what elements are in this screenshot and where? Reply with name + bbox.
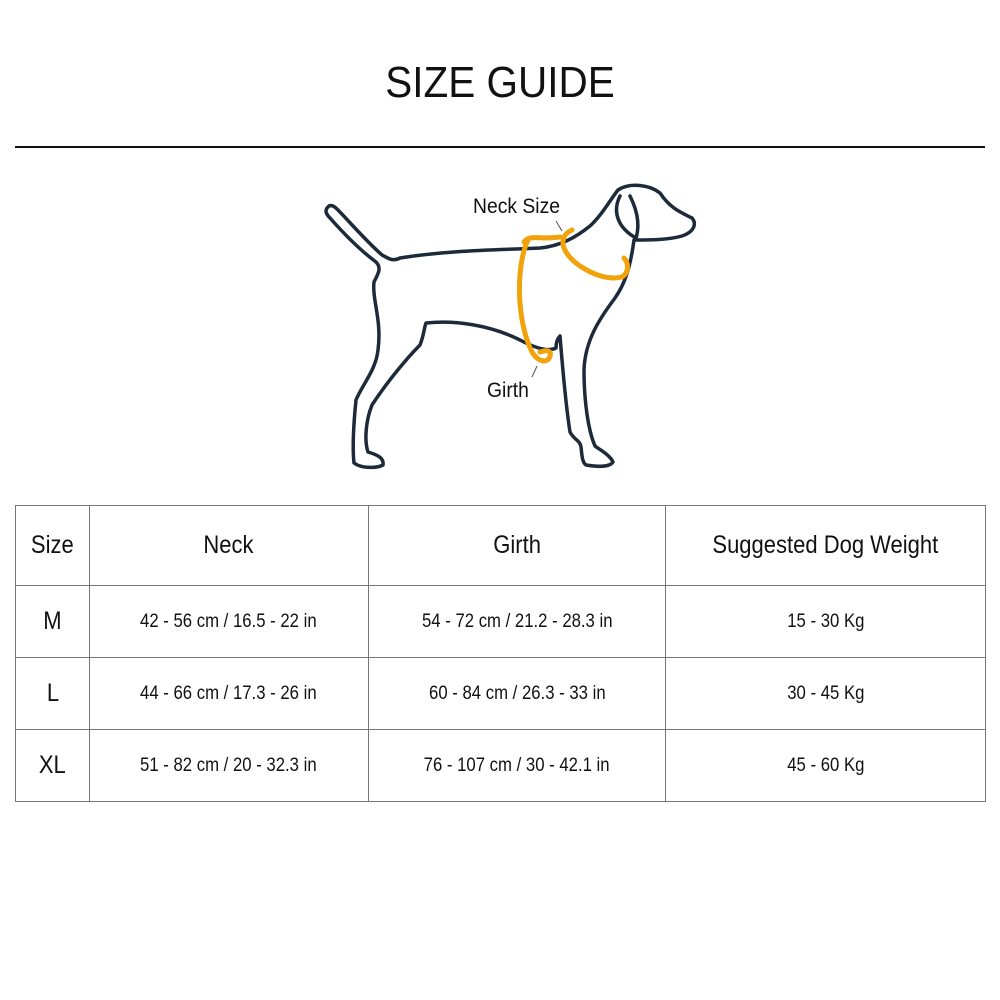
neck-cell: 42 - 56 cm / 16.5 - 22 in (88, 585, 369, 658)
table-header-row: Size Neck Girth Suggested Dog Weight (15, 505, 986, 586)
size-cell: M (15, 585, 90, 658)
header-neck: Neck (88, 505, 369, 586)
girth-label: Girth (487, 379, 529, 402)
girth-leader-line (531, 365, 538, 378)
weight-cell: 45 - 60 Kg (665, 729, 986, 802)
weight-cell: 30 - 45 Kg (665, 657, 986, 730)
size-cell: XL (15, 729, 90, 802)
header-size: Size (15, 505, 90, 586)
neck-cell: 44 - 66 cm / 17.3 - 26 in (88, 657, 369, 730)
girth-strap (516, 237, 553, 364)
page-title: SIZE GUIDE (385, 58, 615, 107)
dog-measurement-illustration (324, 183, 696, 470)
dog-ear (614, 194, 640, 240)
header-weight: Suggested Dog Weight (665, 505, 986, 586)
table-row: L 44 - 66 cm / 17.3 - 26 in 60 - 84 cm /… (15, 657, 986, 730)
size-table: Size Neck Girth Suggested Dog Weight M 4… (15, 505, 986, 802)
neck-strap (560, 227, 630, 281)
girth-cell: 60 - 84 cm / 26.3 - 33 in (367, 657, 667, 730)
neck-size-label: Neck Size (473, 195, 560, 218)
neck-cell: 51 - 82 cm / 20 - 32.3 in (88, 729, 369, 802)
table-row: M 42 - 56 cm / 16.5 - 22 in 54 - 72 cm /… (15, 585, 986, 658)
girth-cell: 76 - 107 cm / 30 - 42.1 in (367, 729, 667, 802)
harness-back-strap (521, 234, 563, 245)
divider (15, 146, 985, 148)
weight-cell: 15 - 30 Kg (665, 585, 986, 658)
girth-cell: 54 - 72 cm / 21.2 - 28.3 in (367, 585, 667, 658)
dog-outline (324, 183, 696, 470)
size-cell: L (15, 657, 90, 730)
neck-leader-line (555, 220, 563, 232)
header-girth: Girth (367, 505, 667, 586)
table-row: XL 51 - 82 cm / 20 - 32.3 in 76 - 107 cm… (15, 729, 986, 802)
